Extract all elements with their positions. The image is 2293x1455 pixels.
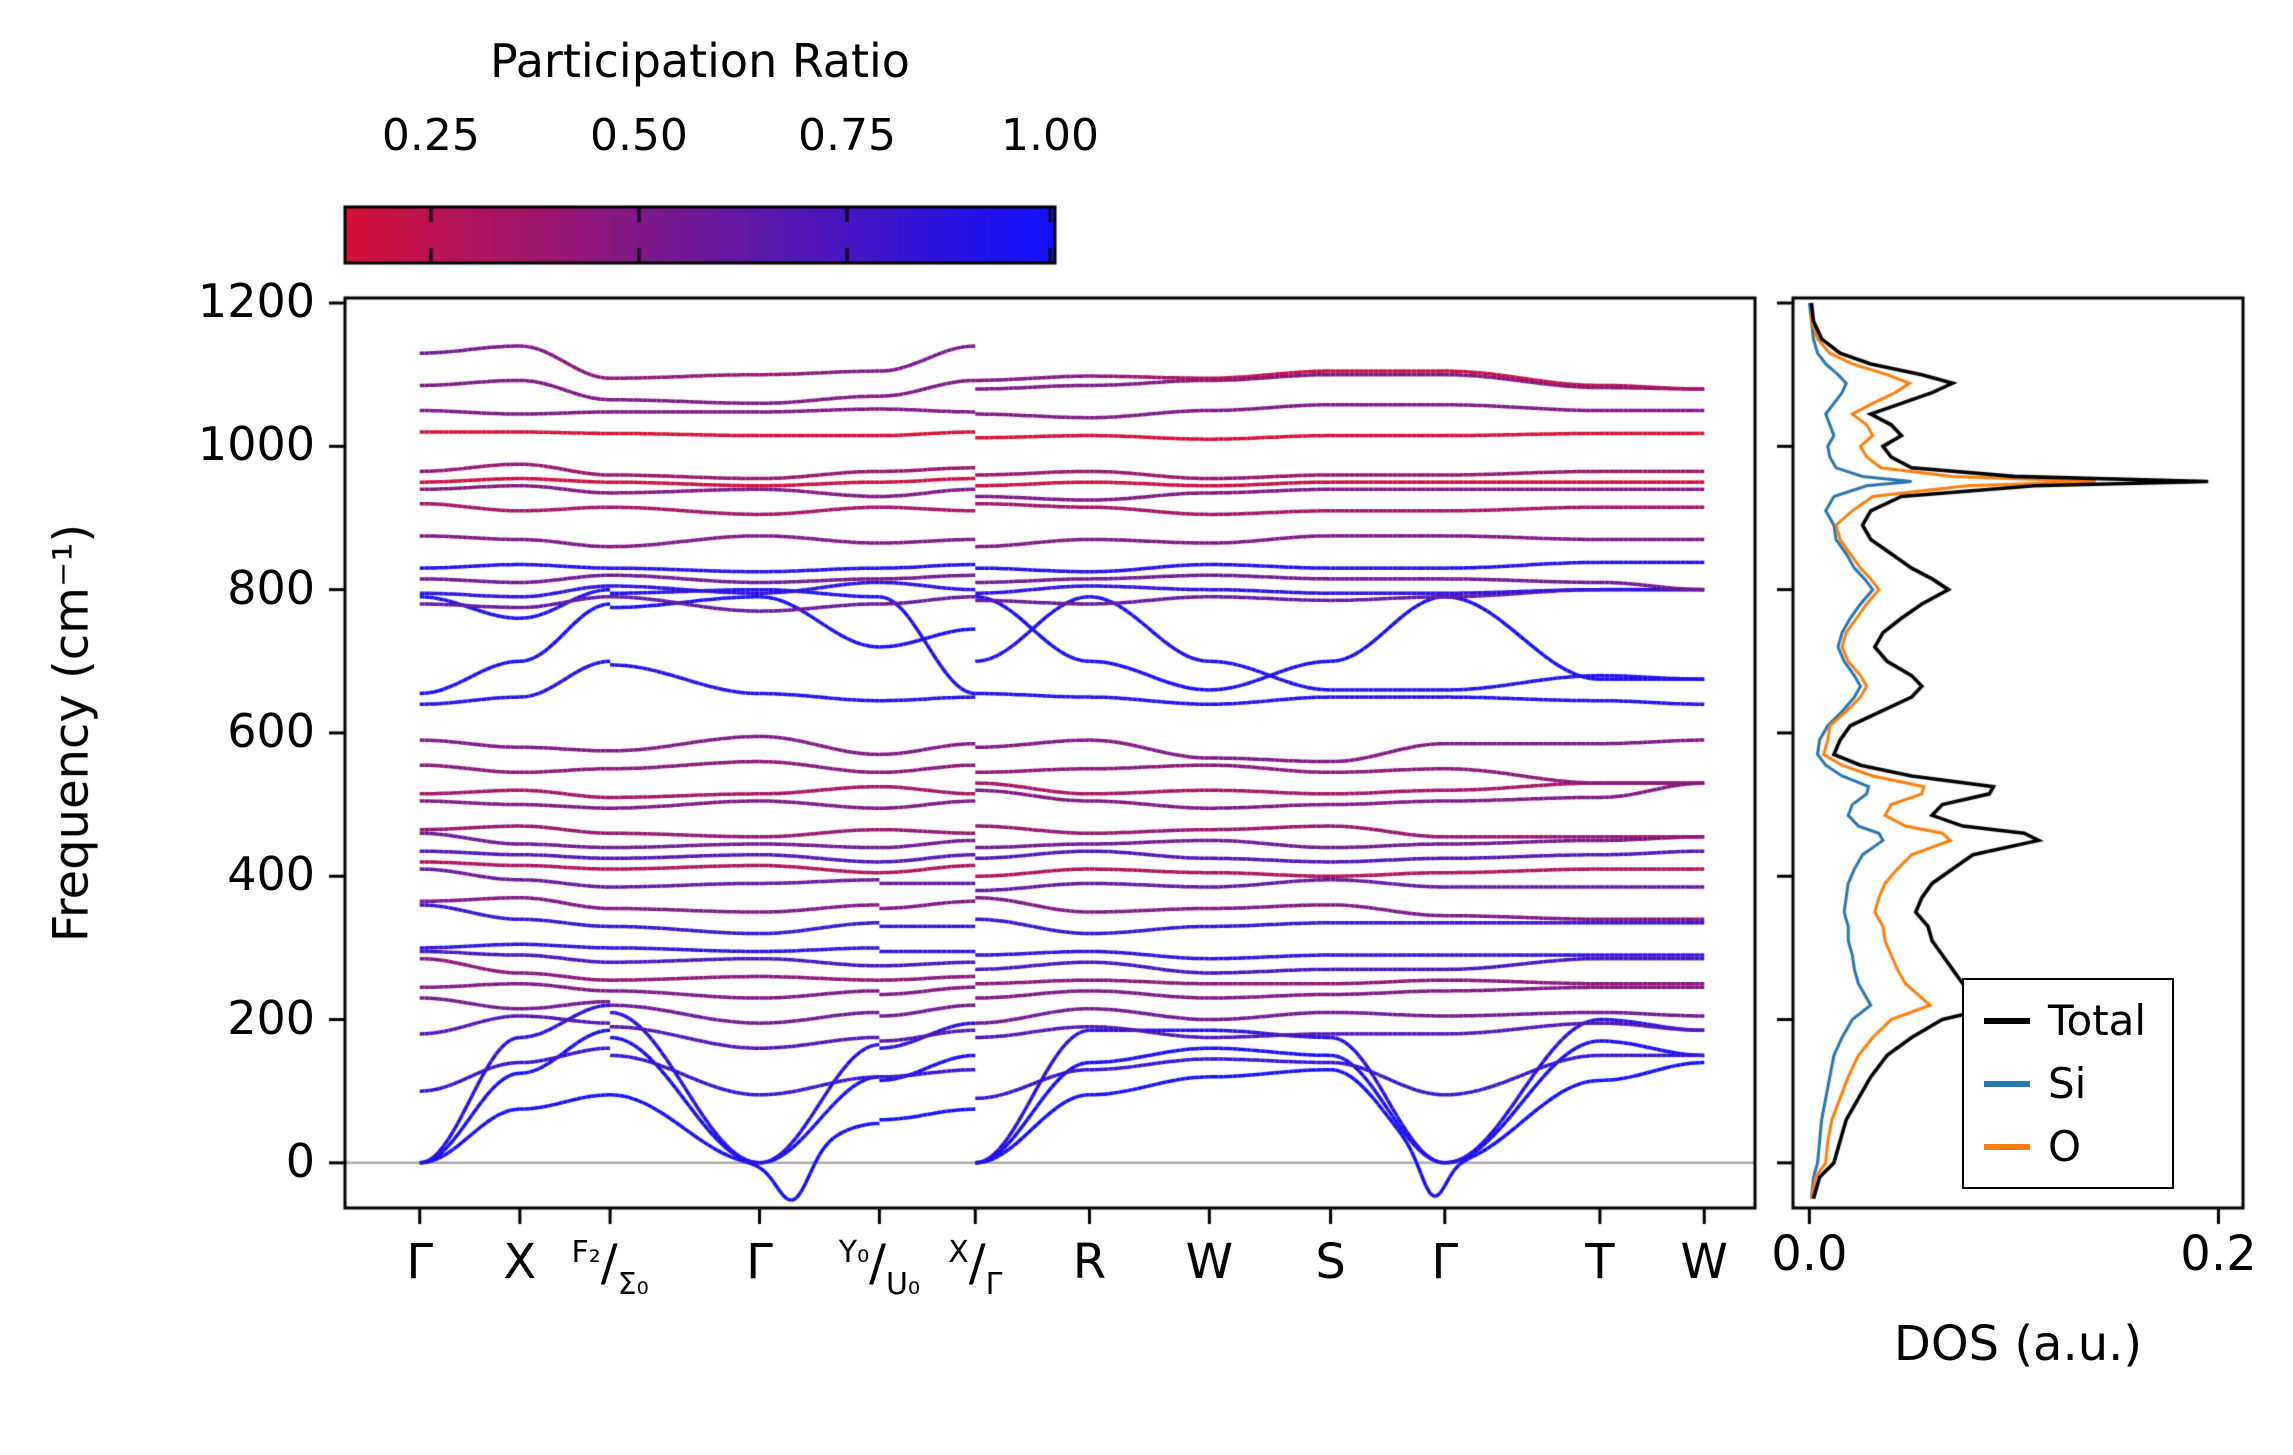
kpath-tick-label: Γ: [1431, 1234, 1459, 1290]
band-structure-panel: [345, 298, 1755, 1208]
kpath-label-start: Σ₀: [617, 1267, 649, 1302]
legend-label: Total: [2048, 996, 2147, 1045]
y-tick-label: 1000: [197, 417, 315, 472]
colorbar-tick-label: 1.00: [1001, 110, 1099, 161]
kpath-tick-label: X: [503, 1234, 537, 1290]
kpath-label-end: Y₀: [838, 1235, 870, 1270]
colorbar: [345, 207, 1055, 263]
kpath-label-separator: /: [869, 1234, 886, 1292]
legend-item-total: Total: [1984, 996, 2146, 1045]
kpath-label-start: Γ: [985, 1267, 1003, 1302]
kpath-tick-label: T: [1585, 1234, 1615, 1290]
legend-line-icon: [1984, 1080, 2030, 1087]
y-tick-label: 1200: [197, 274, 315, 329]
kpath-tick-label: Γ: [406, 1234, 434, 1290]
kpath-tick-label: W: [1185, 1234, 1234, 1290]
kpath-tick-label: S: [1315, 1234, 1346, 1290]
dos-legend: Total Si O: [1962, 978, 2175, 1189]
kpath-label-start: U₀: [885, 1267, 920, 1302]
legend-line-icon: [1984, 1017, 2030, 1024]
kpath-tick-label: F₂/Σ₀: [571, 1234, 649, 1302]
legend-item-si: Si: [1984, 1059, 2146, 1108]
legend-line-icon: [1984, 1143, 2030, 1150]
dos-axis-label: DOS (a.u.): [1893, 1316, 2143, 1372]
kpath-label-separator: /: [600, 1234, 618, 1292]
kpath-tick-label: Γ: [746, 1234, 773, 1290]
y-tick-label: 0: [285, 1133, 315, 1188]
y-tick-label: 400: [227, 847, 315, 902]
y-tick-label: 800: [227, 560, 315, 615]
y-tick-label: 600: [227, 703, 315, 758]
kpath-label-end: X: [948, 1235, 969, 1270]
colorbar-tick-label: 0.75: [797, 110, 896, 161]
legend-item-o: O: [1984, 1122, 2146, 1171]
colorbar-tick-label: 0.50: [589, 110, 688, 161]
dos-tick-label: 0.0: [1771, 1226, 1848, 1282]
colorbar-tick-label: 0.25: [381, 110, 480, 161]
legend-label: Si: [2048, 1059, 2087, 1108]
y-tick-label: 200: [227, 990, 315, 1045]
kpath-tick-label: Y₀/U₀: [838, 1234, 920, 1302]
kpath-tick-label: W: [1680, 1234, 1728, 1290]
kpath-label-end: F₂: [571, 1235, 601, 1270]
kpath-tick-label: R: [1072, 1234, 1107, 1290]
colorbar-title: Participation Ratio: [490, 34, 910, 88]
kpath-tick-label: X/Γ: [948, 1234, 1003, 1302]
dos-tick-label: 0.2: [2180, 1226, 2257, 1282]
kpath-label-separator: /: [968, 1234, 986, 1292]
y-axis-label: Frequency (cm⁻¹): [43, 523, 100, 943]
legend-label: O: [2048, 1122, 2082, 1171]
